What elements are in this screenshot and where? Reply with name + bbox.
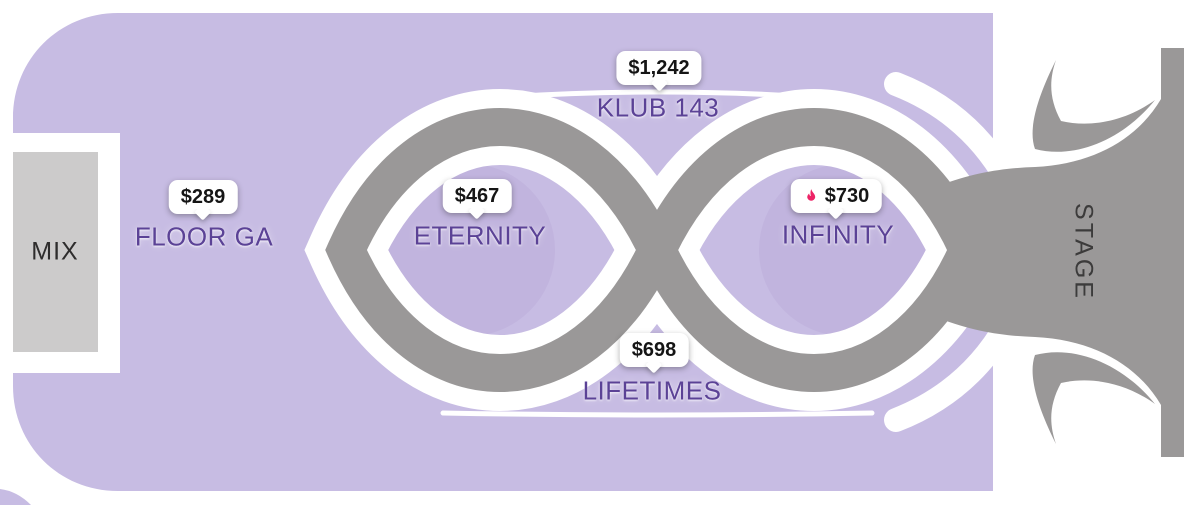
price-pin-eternity[interactable]: $467 xyxy=(442,179,512,213)
price-infinity: $730 xyxy=(824,184,870,207)
corner-section-fragment xyxy=(0,489,31,505)
price-floor-ga: $289 xyxy=(180,185,226,208)
lifetimes-boundary-line xyxy=(440,410,875,418)
price-lifetimes: $698 xyxy=(631,338,677,361)
price-pin-infinity[interactable]: $730 xyxy=(790,179,882,213)
section-label-lifetimes[interactable]: LIFETIMES xyxy=(582,375,722,406)
price-eternity: $467 xyxy=(454,184,500,207)
mix-box xyxy=(13,152,98,352)
price-klub-143: $1,242 xyxy=(628,56,690,79)
price-pin-klub-143[interactable]: $1,242 xyxy=(616,51,702,85)
eternity-region[interactable] xyxy=(383,164,555,336)
section-label-klub-143[interactable]: KLUB 143 xyxy=(596,92,720,123)
price-pin-lifetimes[interactable]: $698 xyxy=(619,333,689,367)
section-label-eternity[interactable]: ETERNITY xyxy=(413,220,547,251)
infinity-ribbon xyxy=(325,108,989,392)
flame-icon xyxy=(807,188,816,201)
stage-swoosh-bottom xyxy=(1032,352,1155,444)
stage-gap-bottom xyxy=(884,314,1018,432)
stage-gap-top xyxy=(884,72,1018,190)
stage-region xyxy=(938,48,1184,457)
stage-swoosh-top xyxy=(1032,60,1155,152)
section-label-floor-ga[interactable]: FLOOR GA xyxy=(134,221,274,252)
mix-label: MIX xyxy=(31,237,79,266)
section-label-infinity[interactable]: INFINITY xyxy=(781,219,895,250)
price-pin-floor-ga[interactable]: $289 xyxy=(168,180,238,214)
stage-label: STAGE xyxy=(1069,203,1098,301)
